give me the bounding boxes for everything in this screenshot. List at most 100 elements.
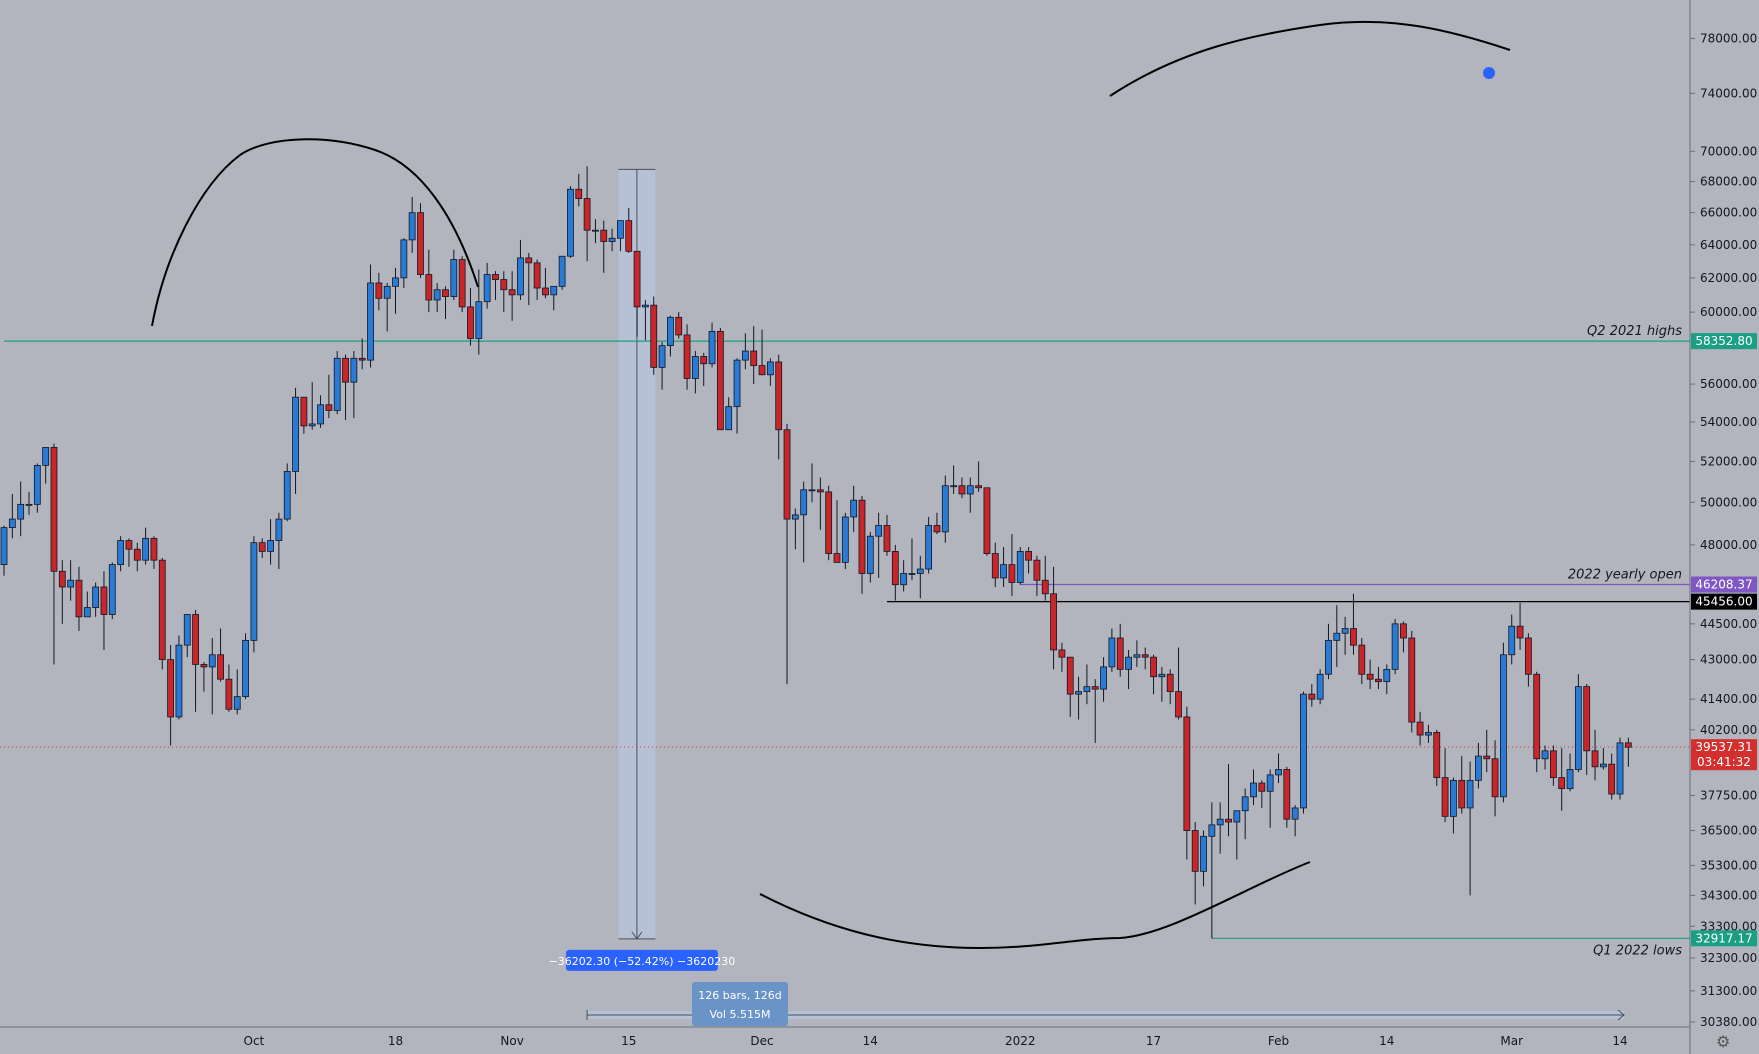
candle	[0, 525, 8, 576]
candle	[42, 447, 50, 484]
level-badges: 58352.80 46208.37 45456.00 32917.17 39537.31…	[1691, 333, 1757, 947]
candle	[1458, 756, 1466, 814]
candle-body	[1200, 835, 1207, 872]
candle	[508, 271, 516, 321]
candle	[325, 374, 333, 419]
price-scale[interactable]	[1690, 0, 1759, 1054]
candle	[1241, 788, 1249, 840]
candle-body	[217, 654, 224, 680]
candle-body	[1275, 769, 1282, 776]
candle-body	[417, 212, 424, 275]
date-range-arrow	[1617, 1009, 1625, 1021]
candle	[225, 664, 233, 712]
settings-gear-icon[interactable]: ⚙	[1716, 1032, 1730, 1051]
candle	[375, 272, 383, 311]
candle-body	[1341, 628, 1349, 634]
candle	[825, 485, 833, 561]
candle-body	[608, 237, 616, 242]
candle	[117, 536, 125, 572]
candle	[550, 285, 558, 311]
candle	[700, 352, 708, 386]
x-tick-label[interactable]: 14	[863, 1034, 878, 1048]
x-tick-label[interactable]: 17	[1146, 1034, 1161, 1048]
candle	[67, 560, 75, 601]
candle	[1308, 684, 1316, 707]
candle	[433, 282, 441, 313]
candle-body	[958, 485, 966, 495]
candle-body	[1208, 824, 1216, 837]
candle-body	[1425, 732, 1432, 736]
candle-body	[1325, 639, 1332, 675]
candle	[1016, 547, 1024, 585]
candle	[467, 288, 474, 346]
candle-body	[1025, 550, 1032, 561]
measure-label-text: −36202.30 (−52.42%) −3620230	[549, 955, 736, 968]
candle-body	[1408, 637, 1416, 723]
candle-body	[1216, 818, 1224, 826]
candle-body	[916, 568, 924, 574]
candle-body	[933, 525, 941, 533]
candle	[800, 481, 808, 563]
candle	[1616, 737, 1624, 800]
candle-body	[192, 614, 199, 665]
candle	[1250, 769, 1257, 806]
y-tick-label: 37750.00	[1700, 788, 1757, 802]
candle-body	[1616, 742, 1624, 795]
candle-body	[100, 586, 108, 615]
candle	[816, 477, 824, 530]
x-tick-label[interactable]: 14	[1379, 1034, 1394, 1048]
candle	[775, 354, 783, 460]
x-tick-label[interactable]: Mar	[1500, 1034, 1523, 1048]
candle-body	[1350, 628, 1357, 646]
x-tick-label[interactable]: 14	[1612, 1034, 1627, 1048]
date-range-label-box	[692, 982, 788, 1026]
candle	[608, 228, 616, 252]
candle-body	[1533, 673, 1541, 760]
candle	[100, 571, 108, 650]
x-tick-label[interactable]: Nov	[500, 1034, 523, 1048]
x-tick-label[interactable]: Oct	[244, 1034, 265, 1048]
candle	[783, 423, 791, 685]
candle-body	[1233, 810, 1241, 823]
candle	[483, 262, 491, 309]
candle	[1566, 753, 1574, 792]
candle	[1300, 691, 1307, 814]
x-axis-ticks[interactable]: Oct18Nov15Dec14202217Feb14Mar14Apr18May1…	[244, 1034, 1759, 1048]
candle	[300, 396, 308, 434]
candle-body	[1500, 654, 1507, 798]
candle-body	[575, 188, 583, 199]
candle	[1025, 547, 1032, 574]
candle-body	[1283, 769, 1291, 820]
x-tick-label[interactable]: 15	[621, 1034, 636, 1048]
candle-body	[1433, 732, 1441, 779]
candle	[1316, 669, 1324, 705]
candle-body	[0, 527, 8, 566]
candle-body	[50, 447, 58, 572]
candle-body	[858, 499, 866, 574]
candle-body	[1166, 673, 1174, 693]
candle-body	[600, 229, 608, 242]
candle	[758, 329, 766, 376]
candle-body	[1491, 758, 1499, 798]
candle-body	[1075, 691, 1082, 695]
candle-body	[17, 503, 25, 520]
candle-body	[758, 365, 766, 376]
x-tick-label[interactable]: Dec	[750, 1034, 773, 1048]
alert-marker-icon[interactable]	[1483, 67, 1495, 79]
candle	[1175, 647, 1182, 720]
candle-body	[1241, 796, 1249, 812]
candle	[675, 312, 683, 339]
candle-body	[766, 361, 774, 376]
candle-body	[791, 514, 799, 520]
candle-body	[242, 639, 249, 698]
x-tick-label[interactable]: Feb	[1268, 1034, 1289, 1048]
candle	[1541, 745, 1549, 770]
x-tick-label[interactable]: 18	[388, 1034, 403, 1048]
candle	[517, 239, 524, 300]
candle-body	[1000, 564, 1007, 579]
x-tick-label[interactable]: 2022	[1005, 1034, 1036, 1048]
candle	[1116, 623, 1124, 677]
candle-body	[1591, 750, 1599, 768]
candle-body	[658, 345, 666, 368]
candle-body	[1175, 691, 1182, 718]
